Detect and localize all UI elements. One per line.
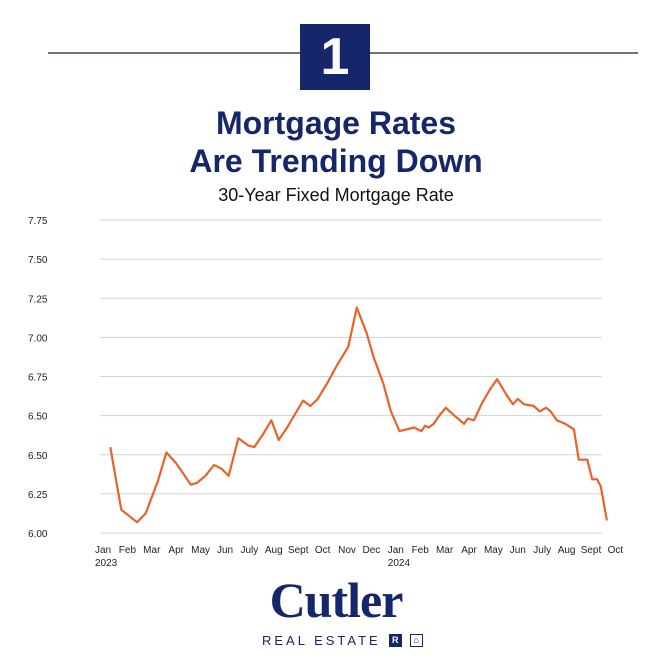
y-tick-label: 6.50	[28, 412, 48, 423]
y-tick-label: 6.25	[28, 490, 48, 501]
x-tick-label: July	[241, 545, 259, 556]
chart-title: 30-Year Fixed Mortgage Rate	[218, 185, 454, 205]
x-tick-label: Jun	[217, 545, 233, 556]
x-tick-label: Feb	[119, 545, 137, 556]
realtor-icon: R	[388, 633, 402, 647]
logo-subtitle: REAL ESTATE	[262, 632, 381, 648]
x-tick-label: Oct	[608, 545, 624, 556]
x-tick-label: Jan	[95, 545, 111, 556]
x-tick-label: May	[484, 545, 503, 556]
logo-subtitle-row: REAL ESTATE R ⌂	[262, 632, 423, 648]
y-tick-label: 7.75	[28, 216, 48, 227]
headline-line-1: Mortgage Rates	[215, 105, 457, 141]
x-tick-label: Feb	[412, 545, 430, 556]
x-tick-label: Jan	[388, 545, 404, 556]
y-tick-label: 6.75	[28, 373, 48, 384]
x-tick-label: Jun	[510, 545, 526, 556]
x-tick-label: Sept	[581, 545, 602, 556]
x-tick-label: May	[191, 545, 210, 556]
number-badge: 1	[300, 24, 370, 90]
y-tick-label: 7.50	[28, 255, 48, 266]
rate-series-line	[109, 306, 608, 524]
headline-line-2: Are Trending Down	[189, 143, 483, 179]
x-tick-label: Apr	[461, 545, 477, 556]
company-logo: Cutler	[269, 572, 404, 628]
x-tick-label: Apr	[168, 545, 184, 556]
x-year-label: 2023	[95, 558, 118, 569]
y-tick-label: 7.00	[28, 333, 48, 344]
equal-housing-icon: ⌂	[409, 633, 423, 647]
x-tick-label: Nov	[338, 545, 356, 556]
y-tick-label: 6.50	[28, 451, 48, 462]
x-tick-label: Oct	[315, 545, 331, 556]
x-tick-label: Mar	[143, 545, 161, 556]
x-tick-label: Sept	[288, 545, 309, 556]
x-tick-label: Dec	[363, 545, 381, 556]
x-tick-label: July	[533, 545, 551, 556]
y-tick-label: 7.25	[28, 294, 48, 305]
x-year-label: 2024	[388, 558, 411, 569]
x-tick-label: Aug	[265, 545, 283, 556]
y-tick-label: 6.00	[28, 529, 48, 540]
x-tick-label: Mar	[436, 545, 454, 556]
x-tick-label: Aug	[558, 545, 576, 556]
